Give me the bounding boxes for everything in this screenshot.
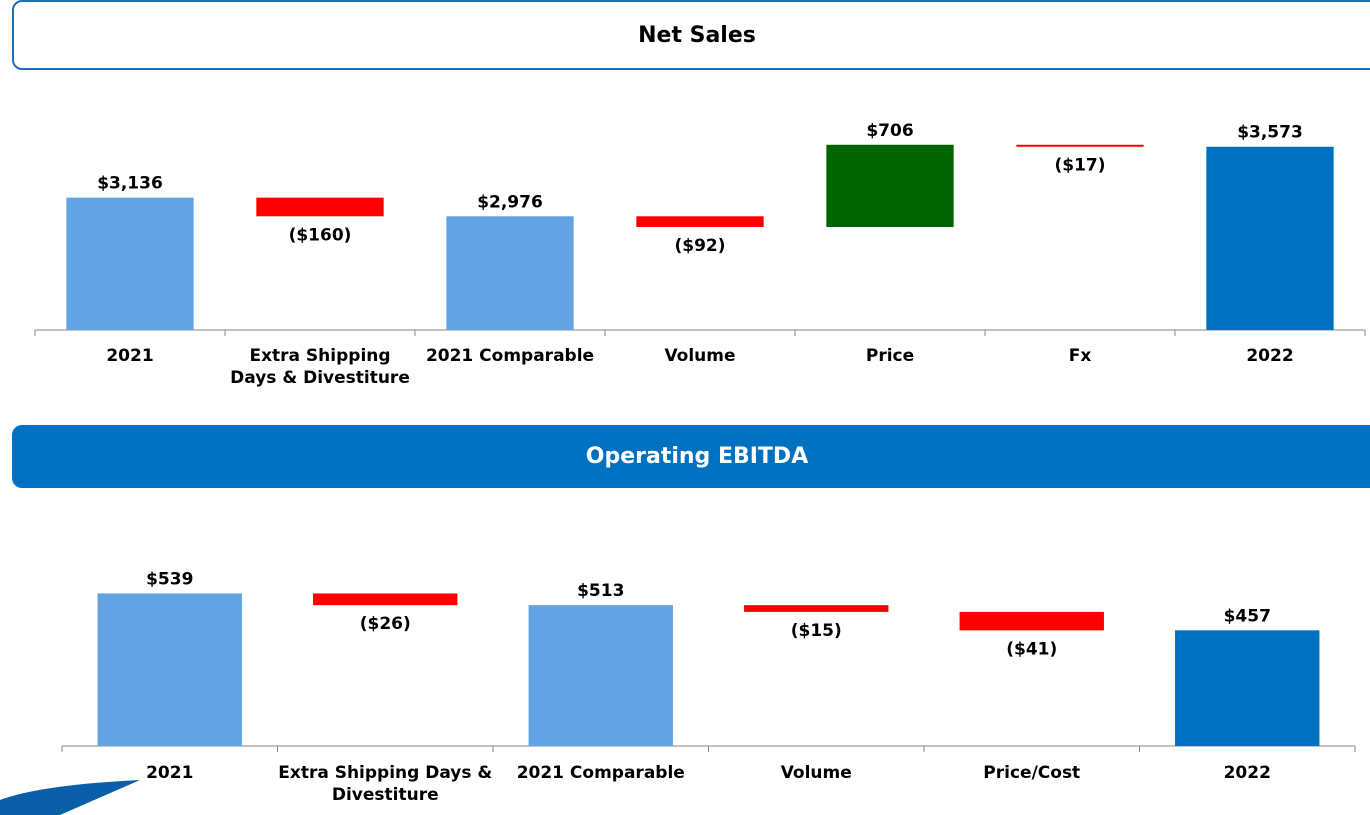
value-label: $2,976 <box>477 192 543 212</box>
x-tick-label: 2021 Comparable <box>516 763 685 783</box>
x-tick-label: 2022 <box>1246 346 1294 366</box>
bar <box>1175 630 1320 746</box>
bar <box>66 197 194 330</box>
bar <box>313 593 458 606</box>
x-tick-label: Price <box>865 346 915 366</box>
bar <box>636 216 764 228</box>
panel-title: Net Sales <box>12 0 1370 70</box>
x-tick-label: Volume <box>664 346 736 366</box>
value-label: $513 <box>577 581 624 601</box>
value-label: ($15) <box>791 621 842 641</box>
value-label: $3,573 <box>1237 123 1303 143</box>
value-label: $706 <box>866 121 913 141</box>
bar <box>1016 144 1144 147</box>
x-tick-label: 2022 <box>1223 763 1271 783</box>
value-label: $457 <box>1224 606 1271 626</box>
bar <box>744 605 889 612</box>
panel-title: Operating EBITDA <box>12 425 1370 488</box>
bar <box>528 605 673 746</box>
value-label: $539 <box>146 569 193 589</box>
value-label: ($26) <box>360 614 411 634</box>
value-label: $3,136 <box>97 174 163 194</box>
value-label: ($160) <box>289 225 352 245</box>
bar <box>256 197 384 217</box>
value-label: ($92) <box>674 236 725 256</box>
x-tick-label: Extra Shipping Days & Divestiture <box>230 346 410 388</box>
value-label: ($17) <box>1054 156 1105 176</box>
x-tick-label: Extra Shipping Days & Divestiture <box>278 763 493 805</box>
x-tick-label: Price/Cost <box>983 763 1081 783</box>
bar <box>97 593 242 746</box>
bar <box>959 611 1104 631</box>
x-tick-label: 2021 <box>146 763 194 783</box>
x-tick-label: 2021 Comparable <box>425 346 595 366</box>
x-tick-label: 2021 <box>106 346 154 366</box>
bar <box>1206 146 1334 330</box>
bar <box>446 216 574 330</box>
x-tick-label: Volume <box>780 763 852 783</box>
value-label: ($41) <box>1006 639 1057 659</box>
bar <box>826 144 954 228</box>
x-tick-label: Fx <box>1068 346 1092 366</box>
decor-swoosh <box>0 780 140 815</box>
